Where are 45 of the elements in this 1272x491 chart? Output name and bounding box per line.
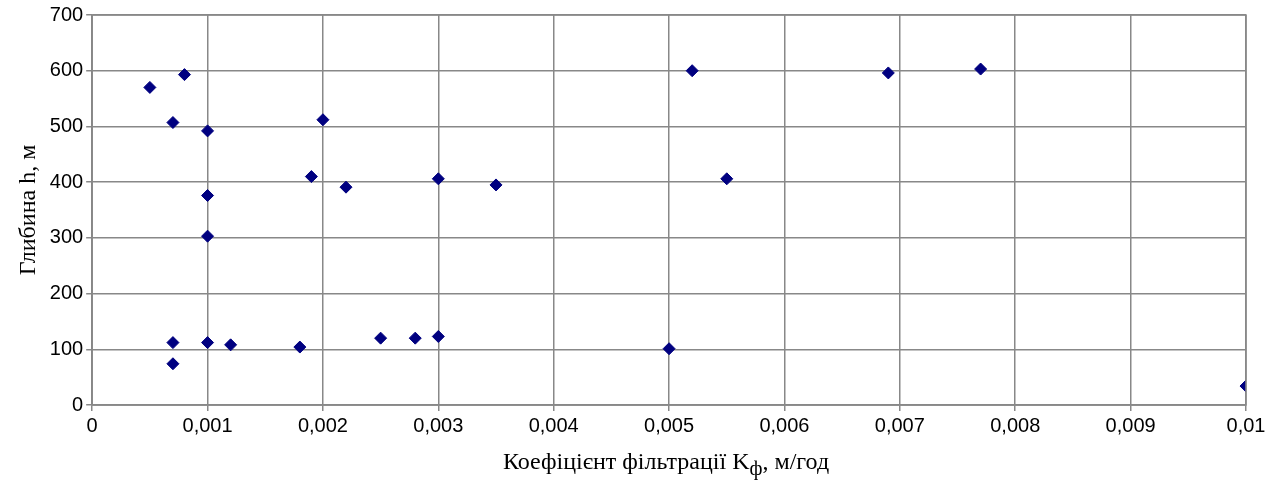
point	[143, 80, 157, 94]
y-tick-label: 700	[49, 2, 84, 25]
point	[201, 229, 215, 243]
point	[685, 64, 699, 78]
y-tick-label: 200	[49, 281, 84, 304]
x-tick-label: 0,007	[874, 413, 925, 436]
y-tick-label: 400	[49, 169, 84, 192]
x-tick-label: 0,002	[297, 413, 348, 436]
point	[224, 338, 238, 352]
point	[374, 331, 388, 345]
y-tick-label: 600	[49, 58, 84, 81]
point	[166, 336, 180, 350]
point	[431, 329, 445, 343]
point	[177, 68, 191, 82]
y-tick-label: 0	[72, 392, 84, 415]
x-tick-label: 0,008	[990, 413, 1041, 436]
point	[201, 189, 215, 203]
point	[408, 331, 422, 345]
point	[489, 178, 503, 192]
x-tick-label: 0,001	[182, 413, 233, 436]
x-tick-label: 0,004	[528, 413, 579, 436]
point	[304, 170, 318, 184]
y-tick-label: 500	[49, 113, 84, 136]
y-tick-label: 100	[49, 336, 84, 359]
x-tick-label: 0,009	[1105, 413, 1156, 436]
y-tick-label: 300	[49, 225, 84, 248]
x-axis-title: Коефіцієнт фільтрації K$_{ф}$, м/год	[501, 448, 831, 480]
point	[166, 116, 180, 130]
x-tick-label: 0,003	[413, 413, 464, 436]
point	[201, 336, 215, 350]
x-tick-label: 0,006	[759, 413, 810, 436]
x-tick-label: 0,01	[1226, 413, 1266, 436]
point	[662, 342, 676, 356]
point	[974, 62, 988, 76]
point	[201, 124, 215, 138]
y-axis-title: Глибина h, м	[13, 144, 40, 276]
x-tick-label: 0	[86, 413, 98, 436]
point	[881, 66, 895, 80]
x-tick-label: 0,005	[644, 413, 695, 436]
point	[339, 180, 353, 194]
point	[431, 172, 445, 186]
point	[316, 113, 330, 127]
point	[166, 357, 180, 371]
point	[293, 340, 307, 354]
point	[720, 172, 734, 186]
